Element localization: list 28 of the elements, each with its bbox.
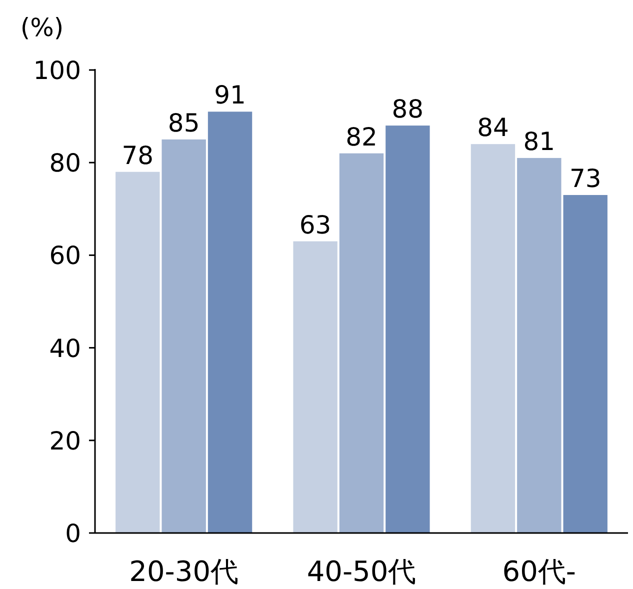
x-tick-label: 20-30代: [129, 555, 239, 588]
y-tick-label: 20: [49, 426, 81, 456]
data-label: 81: [523, 126, 556, 156]
data-label: 85: [168, 108, 200, 138]
y-tick-label: 100: [33, 56, 81, 85]
y-tick-label: 80: [49, 148, 81, 178]
data-label: 88: [392, 94, 424, 124]
y-tick-label: 0: [65, 519, 81, 548]
bar: [517, 158, 562, 533]
bar: [208, 112, 252, 533]
data-label: 91: [214, 80, 246, 110]
data-label: 84: [477, 113, 509, 142]
x-tick-label: 60代-: [502, 555, 576, 588]
bar: [470, 144, 516, 533]
data-label: 82: [346, 122, 378, 152]
data-label: 63: [299, 210, 332, 240]
bar: [339, 153, 384, 533]
x-tick-label: 40-50代: [306, 555, 416, 588]
bar: [116, 172, 160, 533]
y-tick-label: 40: [49, 334, 81, 363]
bar: [293, 241, 338, 533]
y-axis-title: (%): [20, 13, 64, 42]
bar: [563, 195, 608, 533]
bar: [386, 126, 430, 533]
bar: [162, 139, 206, 533]
data-label: 73: [569, 164, 602, 194]
y-tick-label: 60: [49, 241, 81, 270]
data-label: 78: [122, 140, 154, 170]
